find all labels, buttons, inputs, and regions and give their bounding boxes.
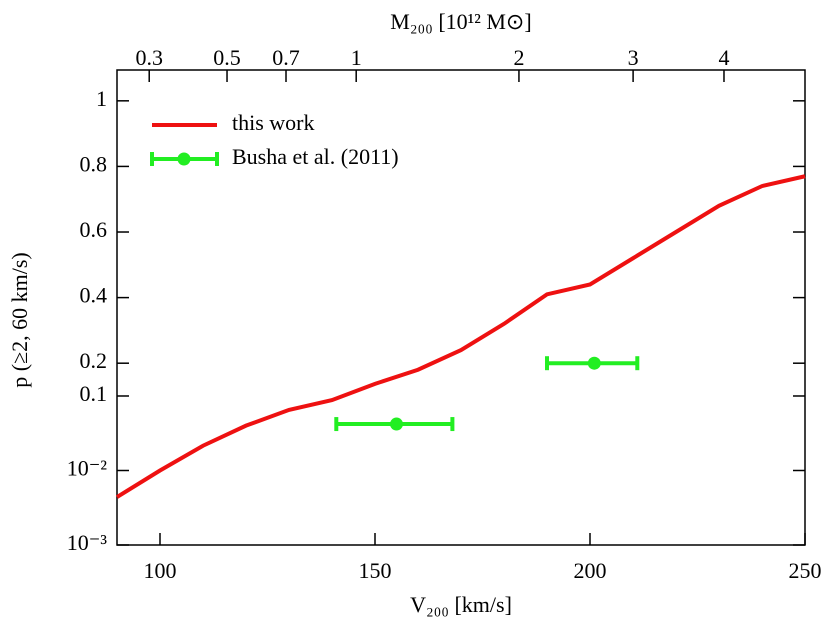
x2-tick-label: 2 xyxy=(513,45,524,70)
y-tick-label: 0.4 xyxy=(80,283,108,308)
x-tick-label: 250 xyxy=(789,558,822,583)
x-axis-label: V₂₀₀ [km/s] xyxy=(410,592,512,617)
y-tick-label: 0.1 xyxy=(80,381,108,406)
point xyxy=(587,356,601,370)
x2-tick-label: 4 xyxy=(718,45,729,70)
y-tick-label: 0.8 xyxy=(80,151,108,176)
x-tick-label: 100 xyxy=(144,558,177,583)
x2-axis-label: M₂₀₀ [10¹² M⊙] xyxy=(390,9,531,34)
x-tick-label: 150 xyxy=(359,558,392,583)
x2-tick-label: 1 xyxy=(351,45,362,70)
line xyxy=(115,174,806,499)
legend-label: this work xyxy=(232,110,315,135)
plot-frame xyxy=(116,69,806,546)
x-tick-label: 200 xyxy=(574,558,607,583)
y-tick-label: 1 xyxy=(96,86,107,111)
x2-tick-label: 0.5 xyxy=(213,45,241,70)
x2-tick-label: 3 xyxy=(628,45,639,70)
point xyxy=(390,417,403,431)
y-tick-label: 0.2 xyxy=(80,348,108,373)
y-tick-label: 10⁻² xyxy=(67,456,108,481)
y-axis-label: p (≥2, 60 km/s) xyxy=(7,252,32,388)
y-tick-label: 0.6 xyxy=(80,217,108,242)
legend-label: Busha et al. (2011) xyxy=(232,144,399,169)
x2-tick-label: 0.3 xyxy=(135,45,163,70)
x2-tick-label: 0.7 xyxy=(272,45,300,70)
legend-point xyxy=(177,152,191,166)
y-tick-label: 10⁻³ xyxy=(67,530,108,555)
